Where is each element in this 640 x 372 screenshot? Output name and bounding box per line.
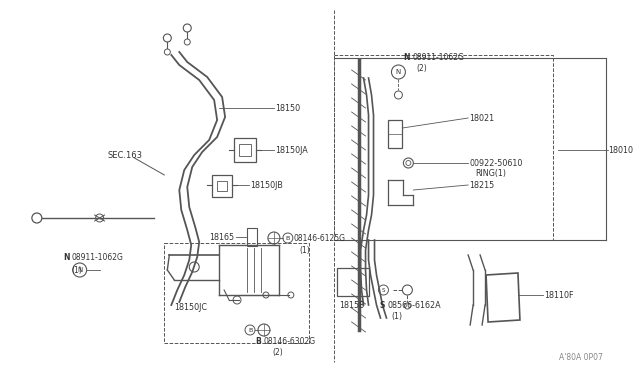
Text: 08146-6302G: 08146-6302G	[264, 337, 316, 346]
Bar	[388, 120, 403, 148]
Text: B: B	[285, 235, 290, 241]
Bar	[212, 175, 232, 197]
Text: (1): (1)	[300, 246, 310, 254]
Text: 18158: 18158	[339, 301, 364, 311]
Text: (1): (1)	[72, 266, 83, 275]
Bar	[217, 181, 227, 191]
Text: 08911-1062G: 08911-1062G	[412, 52, 464, 61]
Text: 18150: 18150	[275, 103, 300, 112]
Bar	[164, 243, 308, 343]
Text: 18110F: 18110F	[544, 291, 573, 299]
Text: (2): (2)	[417, 64, 427, 73]
Bar	[247, 228, 257, 246]
Text: 18021: 18021	[469, 113, 494, 122]
Text: 18150JC: 18150JC	[174, 304, 207, 312]
Bar	[337, 268, 369, 296]
Text: SEC.163: SEC.163	[108, 151, 143, 160]
Text: 08566-6162A: 08566-6162A	[387, 301, 441, 311]
Text: RING(1): RING(1)	[475, 169, 506, 177]
Text: 08911-1062G: 08911-1062G	[72, 253, 124, 263]
Text: 08146-6125G: 08146-6125G	[294, 234, 346, 243]
Text: 00922-50610: 00922-50610	[469, 158, 522, 167]
Bar	[333, 55, 553, 240]
Bar	[239, 144, 251, 156]
Text: N: N	[396, 69, 401, 75]
Text: N: N	[63, 253, 69, 263]
Text: (1): (1)	[392, 311, 403, 321]
Text: B: B	[255, 337, 260, 346]
Text: 18010: 18010	[609, 145, 634, 154]
Text: N: N	[77, 267, 83, 273]
Text: (2): (2)	[272, 347, 283, 356]
Text: B: B	[248, 327, 252, 333]
Text: S: S	[380, 301, 385, 311]
Text: 18215: 18215	[469, 180, 494, 189]
Text: N: N	[403, 52, 410, 61]
Text: 18165: 18165	[209, 232, 234, 241]
Text: 18150JB: 18150JB	[250, 180, 283, 189]
Bar	[234, 138, 256, 162]
Text: 18150JA: 18150JA	[275, 145, 308, 154]
Text: S: S	[381, 288, 385, 292]
Text: A'80A 0P07: A'80A 0P07	[559, 353, 603, 362]
